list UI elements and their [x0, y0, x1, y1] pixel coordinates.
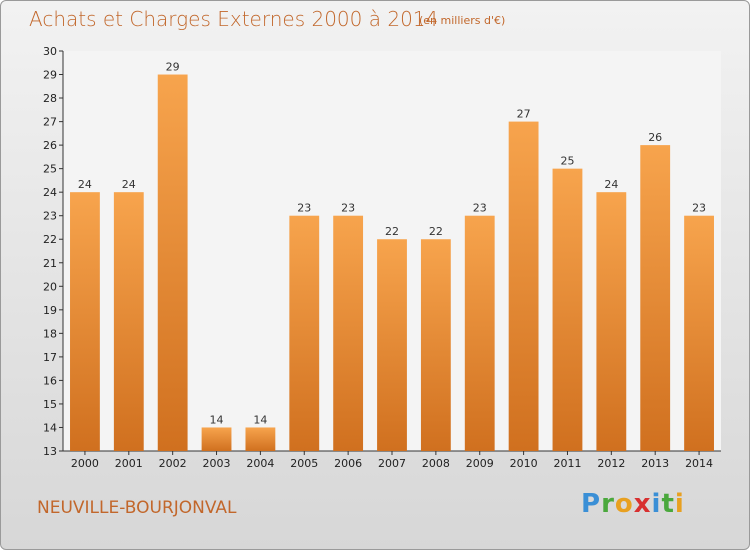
x-tick-label: 2010	[510, 457, 538, 470]
data-label-2003: 14	[210, 413, 224, 426]
bar-2005	[289, 215, 320, 451]
x-tick-label: 2008	[422, 457, 450, 470]
x-tick-label: 2011	[553, 457, 581, 470]
brand-letter: o	[614, 489, 634, 519]
data-label-2001: 24	[122, 178, 136, 191]
y-tick-label: 22	[43, 233, 57, 246]
data-label-2005: 23	[297, 202, 311, 215]
data-label-2002: 29	[166, 61, 180, 74]
x-tick-label: 2005	[290, 457, 318, 470]
y-tick-label: 30	[43, 45, 57, 58]
bar-2002	[157, 74, 188, 451]
bar-2010	[508, 121, 539, 452]
data-label-2009: 23	[473, 202, 487, 215]
y-tick-label: 19	[43, 304, 57, 317]
x-tick-label: 2002	[159, 457, 187, 470]
brand-letter: i	[674, 489, 685, 519]
y-tick-label: 21	[43, 257, 57, 270]
brand-letter: P	[581, 489, 602, 519]
y-tick-label: 27	[43, 116, 57, 129]
x-tick-label: 2013	[641, 457, 669, 470]
y-tick-label: 20	[43, 280, 57, 293]
data-label-2014: 23	[692, 202, 706, 215]
brand-letter: r	[601, 489, 615, 519]
data-label-2011: 25	[560, 155, 574, 168]
data-label-2006: 23	[341, 202, 355, 215]
data-label-2012: 24	[604, 178, 618, 191]
data-label-2008: 22	[429, 225, 443, 238]
y-tick-label: 13	[43, 445, 57, 458]
y-tick-label: 15	[43, 398, 57, 411]
y-tick-label: 18	[43, 327, 57, 340]
data-label-2007: 22	[385, 225, 399, 238]
bar-2000	[70, 192, 100, 452]
x-tick-label: 2006	[334, 457, 362, 470]
bar-2012	[596, 192, 627, 452]
location-name: NEUVILLE-BOURJONVAL	[37, 498, 237, 518]
brand-letter: i	[651, 489, 662, 519]
bar-2011	[552, 168, 583, 451]
bar-2013	[640, 145, 671, 451]
y-tick-label: 29	[43, 69, 57, 82]
bar-2006	[333, 215, 364, 451]
x-tick-label: 2004	[246, 457, 274, 470]
bar-2008	[420, 239, 451, 451]
chart-title: Achats et Charges Externes 2000 à 2014	[29, 7, 439, 31]
brand-letter: t	[661, 489, 675, 519]
proxiti-logo: Proxiti	[581, 489, 685, 519]
bar-2014	[684, 215, 714, 451]
chart-unit: (en milliers d'€)	[419, 14, 506, 27]
y-tick-label: 23	[43, 210, 57, 223]
x-tick-label: 2009	[466, 457, 494, 470]
x-tick-label: 2012	[597, 457, 625, 470]
y-tick-label: 17	[43, 351, 57, 364]
x-tick-label: 2000	[71, 457, 99, 470]
data-label-2013: 26	[648, 131, 662, 144]
data-label-2010: 27	[517, 108, 531, 121]
x-tick-label: 2014	[685, 457, 713, 470]
x-tick-label: 2001	[115, 457, 143, 470]
bar-2009	[464, 215, 495, 451]
brand-letter: x	[633, 489, 652, 519]
y-tick-label: 28	[43, 92, 57, 105]
y-tick-label: 16	[43, 374, 57, 387]
x-tick-label: 2003	[203, 457, 231, 470]
x-tick-label: 2007	[378, 457, 406, 470]
data-label-2004: 14	[253, 413, 267, 426]
y-tick-label: 14	[43, 421, 57, 434]
bar-2003	[201, 427, 232, 451]
y-tick-label: 24	[43, 186, 57, 199]
bar-2001	[113, 192, 144, 452]
bar-2007	[377, 239, 407, 451]
data-label-2000: 24	[78, 178, 92, 191]
y-tick-label: 26	[43, 139, 57, 152]
bar-2004	[245, 427, 276, 451]
y-tick-label: 25	[43, 163, 57, 176]
